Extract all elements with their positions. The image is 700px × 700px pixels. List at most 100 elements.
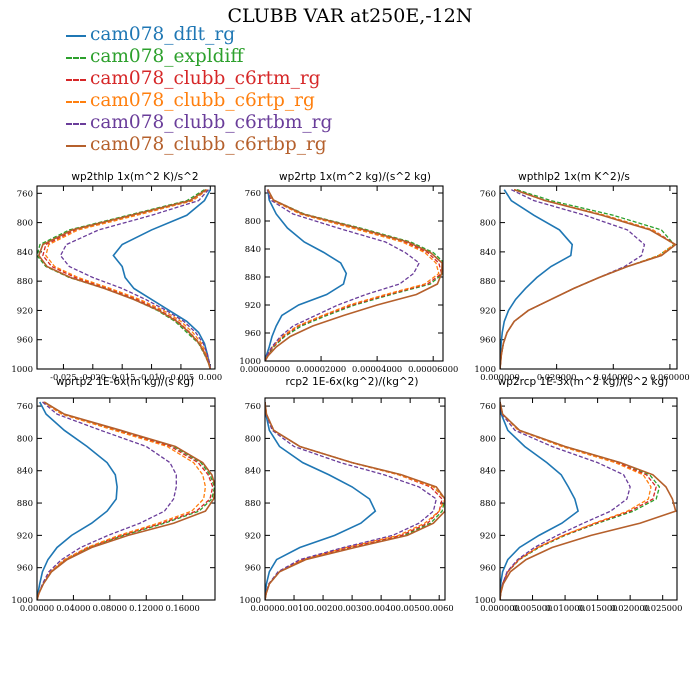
- y-tick-label: 760: [480, 189, 496, 199]
- plot-frame: [499, 185, 678, 370]
- chart-panel: rcp2 1E-6x(kg^2)/(kg^2) 760 800 840 880 920 96…: [239, 376, 453, 613]
- x-tick-label: 0.00002000: [296, 364, 346, 374]
- plot-frame: [36, 397, 216, 601]
- y-tick-label: 800: [245, 217, 261, 227]
- legend-label: cam078_clubb_c6rtbp_rg: [90, 134, 327, 155]
- y-tick-label: 760: [245, 189, 261, 199]
- y-tick-label: 760: [480, 402, 496, 412]
- series-line: [265, 401, 377, 600]
- y-tick-label: 840: [17, 248, 33, 258]
- panel-title: wp2thlp 1x(m^2 K)/s^2: [71, 171, 198, 183]
- plot-frame: [264, 185, 444, 362]
- x-tick-label: 0.12000: [129, 603, 163, 613]
- y-tick-label: 960: [17, 336, 33, 346]
- x-tick-label: -0.005: [168, 372, 195, 382]
- series-line: [265, 401, 445, 600]
- legend-label: cam078_expldiff: [90, 46, 244, 67]
- legend-swatch: [66, 123, 86, 125]
- series-line: [500, 189, 574, 369]
- plot-frame: [264, 397, 446, 601]
- x-tick-label: 0.0020: [309, 603, 338, 613]
- y-tick-label: 840: [245, 245, 261, 255]
- x-tick-label: 0.025000: [643, 603, 683, 613]
- series-line: [45, 189, 211, 369]
- x-tick-label: 0.0010: [280, 603, 309, 613]
- y-tick-label: 880: [17, 499, 33, 509]
- x-tick-label: 0.020000: [610, 603, 650, 613]
- y-tick-label: 1000: [474, 365, 496, 375]
- series-line: [37, 401, 207, 600]
- series-line: [500, 401, 580, 600]
- x-tick-label: -0.015: [109, 372, 136, 382]
- y-tick-label: 920: [245, 301, 261, 311]
- y-tick-label: 960: [480, 564, 496, 574]
- series-line: [500, 189, 676, 369]
- series-line: [265, 189, 421, 361]
- series-line: [500, 189, 646, 369]
- legend-swatch: [66, 101, 86, 103]
- y-tick-label: 760: [17, 402, 33, 412]
- y-tick-label: 840: [17, 467, 33, 477]
- y-tick-label: 960: [480, 336, 496, 346]
- x-tick-label: 0.00000000: [240, 364, 290, 374]
- y-tick-label: 800: [480, 434, 496, 444]
- x-tick-label: 0.00006000: [408, 364, 458, 374]
- x-tick-label: -0.010: [138, 372, 165, 382]
- y-tick-label: 960: [245, 564, 261, 574]
- y-tick-label: 1000: [11, 365, 33, 375]
- y-tick-label: 1000: [11, 596, 33, 606]
- y-tick-label: 880: [17, 277, 33, 287]
- y-tick-label: 960: [17, 564, 33, 574]
- series-line: [37, 401, 118, 600]
- panel-title: rcp2 1E-6x(kg^2)/(kg^2): [286, 376, 419, 388]
- panel-title: wp2rtp 1x(m^2 kg)/(s^2 kg): [279, 171, 431, 183]
- y-tick-label: 760: [17, 189, 33, 199]
- y-tick-label: 800: [17, 434, 33, 444]
- y-tick-label: 840: [245, 467, 261, 477]
- y-tick-label: 920: [245, 531, 261, 541]
- series-line: [37, 401, 215, 600]
- series-line: [37, 401, 177, 600]
- series-line: [500, 401, 677, 600]
- series-line: [265, 401, 438, 600]
- chart-panel: wp2rtp 1x(m^2 kg)/(s^2 kg) 760 800 840 880 92…: [239, 171, 458, 374]
- x-tick-label: 0.060000: [650, 372, 690, 382]
- series-line: [265, 189, 440, 361]
- x-tick-label: 0.005000: [513, 603, 553, 613]
- chart-panel: wprtp2 1E-6x(m kg)/(s kg) 760 800 840 880 920…: [11, 376, 216, 613]
- chart-panel: wp2rcp 1E-3x(m^2 kg)/(s^2 kg) 760 800 840 88…: [474, 376, 682, 613]
- y-tick-label: 880: [245, 499, 261, 509]
- plot-frame: [499, 397, 678, 601]
- x-tick-label: 0.000000: [480, 372, 520, 382]
- y-tick-label: 920: [17, 306, 33, 316]
- x-tick-label: 0.04000: [56, 603, 90, 613]
- series-line: [265, 401, 445, 600]
- panel-title: wpthlp2 1x(m K^2)/s: [518, 171, 630, 183]
- series-line: [265, 189, 348, 361]
- y-tick-label: 920: [480, 306, 496, 316]
- x-tick-label: 0.00004000: [352, 364, 402, 374]
- plot-frame: [36, 185, 216, 370]
- series-line: [500, 401, 652, 600]
- y-tick-label: 800: [480, 219, 496, 229]
- x-tick-label: -0.020: [80, 372, 107, 382]
- x-tick-label: 0.0050: [396, 603, 425, 613]
- x-tick-label: 0.0040: [367, 603, 396, 613]
- legend-swatch: [66, 57, 86, 59]
- legend-swatch: [66, 79, 86, 81]
- x-tick-label: 0.000000: [480, 603, 520, 613]
- x-tick-label: 0.08000: [93, 603, 127, 613]
- series-line: [112, 189, 212, 369]
- y-tick-label: 960: [245, 329, 261, 339]
- legend-label: cam078_clubb_c6rtp_rg: [90, 90, 315, 111]
- series-line: [500, 401, 631, 600]
- x-tick-label: 0.000: [198, 372, 222, 382]
- x-tick-label: 0.0030: [338, 603, 367, 613]
- y-tick-label: 1000: [239, 357, 261, 367]
- x-tick-label: 0.0060: [425, 603, 454, 613]
- legend-swatch: [66, 145, 86, 147]
- y-tick-label: 840: [480, 248, 496, 258]
- legend-label: cam078_clubb_c6rtm_rg: [90, 68, 321, 89]
- y-tick-label: 880: [480, 499, 496, 509]
